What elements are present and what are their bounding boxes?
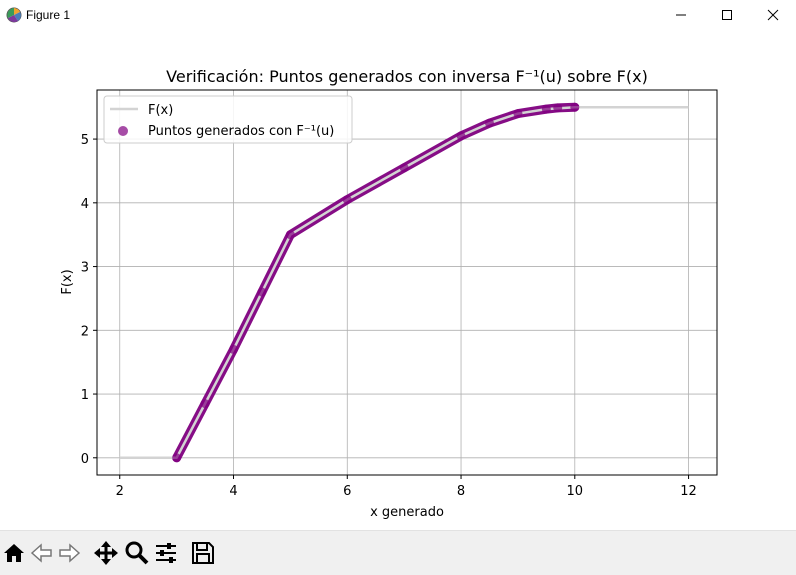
y-tick-label: 2 [81,324,89,339]
back-icon [30,543,52,563]
forward-button[interactable] [56,540,82,566]
window-titlebar: Figure 1 [0,0,796,30]
axes-frame [96,89,718,476]
maximize-button[interactable] [704,0,750,30]
navigation-toolbar [0,530,796,575]
scatter-point [229,344,239,354]
scatter-point [200,399,210,409]
scatter-point [257,287,267,297]
scatter-point [484,118,494,128]
scatter-point [399,163,409,173]
minimize-icon [676,14,686,16]
minimize-button[interactable] [658,0,704,30]
close-icon [767,9,779,21]
y-tick-label: 3 [81,261,89,276]
legend-box [103,95,353,144]
fx-line [119,105,689,460]
figure-canvas[interactable]: 2 4 6 8 10 12 0 1 2 3 4 5 Verificación: Puntos gene… [0,30,796,530]
configure-subplots-button[interactable] [153,540,179,566]
scatter-point [553,103,563,113]
legend: F(x) Puntos generados con F⁻¹(u) [103,95,353,144]
scatter-point [513,109,523,119]
scatter-density-band [172,102,580,463]
pan-button[interactable] [93,540,119,566]
zoom-icon [125,541,149,565]
legend-label-fx: F(x) [148,103,173,118]
x-tick-label: 4 [229,484,237,499]
back-button[interactable] [29,540,55,566]
x-tick-label: 12 [680,484,697,499]
y-tick-label: 0 [81,452,89,467]
x-tick-label: 8 [457,484,465,499]
scatter-point [342,195,352,205]
save-icon [192,542,214,564]
window-title: Figure 1 [26,8,71,22]
save-button[interactable] [190,540,216,566]
home-button[interactable] [1,540,27,566]
matplotlib-figure-icon [6,7,22,23]
close-button[interactable] [750,0,796,30]
x-tick-label: 10 [567,484,584,499]
scatter-point [285,230,295,240]
chart-title: Verificación: Puntos generados con inver… [166,67,648,86]
y-tick-label: 1 [81,388,89,403]
zoom-button[interactable] [124,540,150,566]
series-layer [119,102,689,463]
maximize-icon [722,10,732,20]
home-icon [4,544,24,562]
y-tick-label: 5 [81,133,89,148]
grid [97,90,717,475]
y-axis-label: F(x) [60,269,75,294]
scatter-point [541,104,551,114]
x-tick-label: 6 [343,484,351,499]
x-axis-label: x generado [370,505,444,520]
legend-label-points: Puntos generados con F⁻¹(u) [148,124,334,139]
y-tick-label: 4 [81,197,89,212]
configure-subplots-icon [156,543,176,563]
forward-icon [59,543,81,563]
scatter-point [172,453,182,463]
x-tick-label: 2 [116,484,124,499]
scatter-point [456,131,466,141]
pan-icon [94,541,118,565]
legend-scatter-swatch [118,126,128,136]
scatter-point [570,102,580,112]
